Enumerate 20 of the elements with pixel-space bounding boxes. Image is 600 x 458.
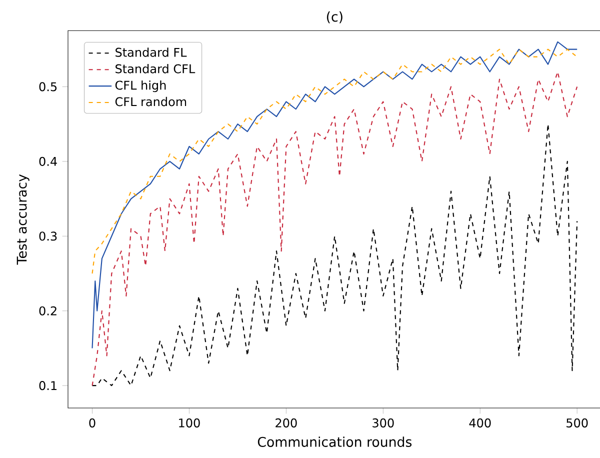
x-tick-label: 500 [566, 418, 588, 428]
legend-label: Standard FL [116, 48, 187, 57]
y-tick-label: 0.4 [39, 156, 57, 166]
x-axis-title: Communication rounds [258, 436, 412, 447]
x-tick-label: 200 [276, 418, 297, 428]
legend-label: CFL random [115, 96, 186, 106]
line-series [92, 48, 578, 274]
chart-title: (c) [326, 11, 342, 24]
y-tick-label: 0.5 [39, 82, 57, 92]
x-tick-label: 0 [89, 418, 96, 428]
x-tick-label: 300 [372, 418, 394, 428]
x-tick-label: 100 [179, 418, 200, 428]
y-tick-label: 0.3 [39, 232, 57, 241]
y-axis-title: Test accuracy [16, 174, 30, 265]
x-tick-label: 400 [469, 418, 491, 428]
legend-label: Standard CFL [116, 64, 196, 74]
line-series [92, 124, 578, 386]
y-tick-label: 0.2 [39, 306, 56, 316]
y-tick-label: 0.1 [39, 381, 56, 390]
legend-label: CFL high [115, 80, 166, 92]
